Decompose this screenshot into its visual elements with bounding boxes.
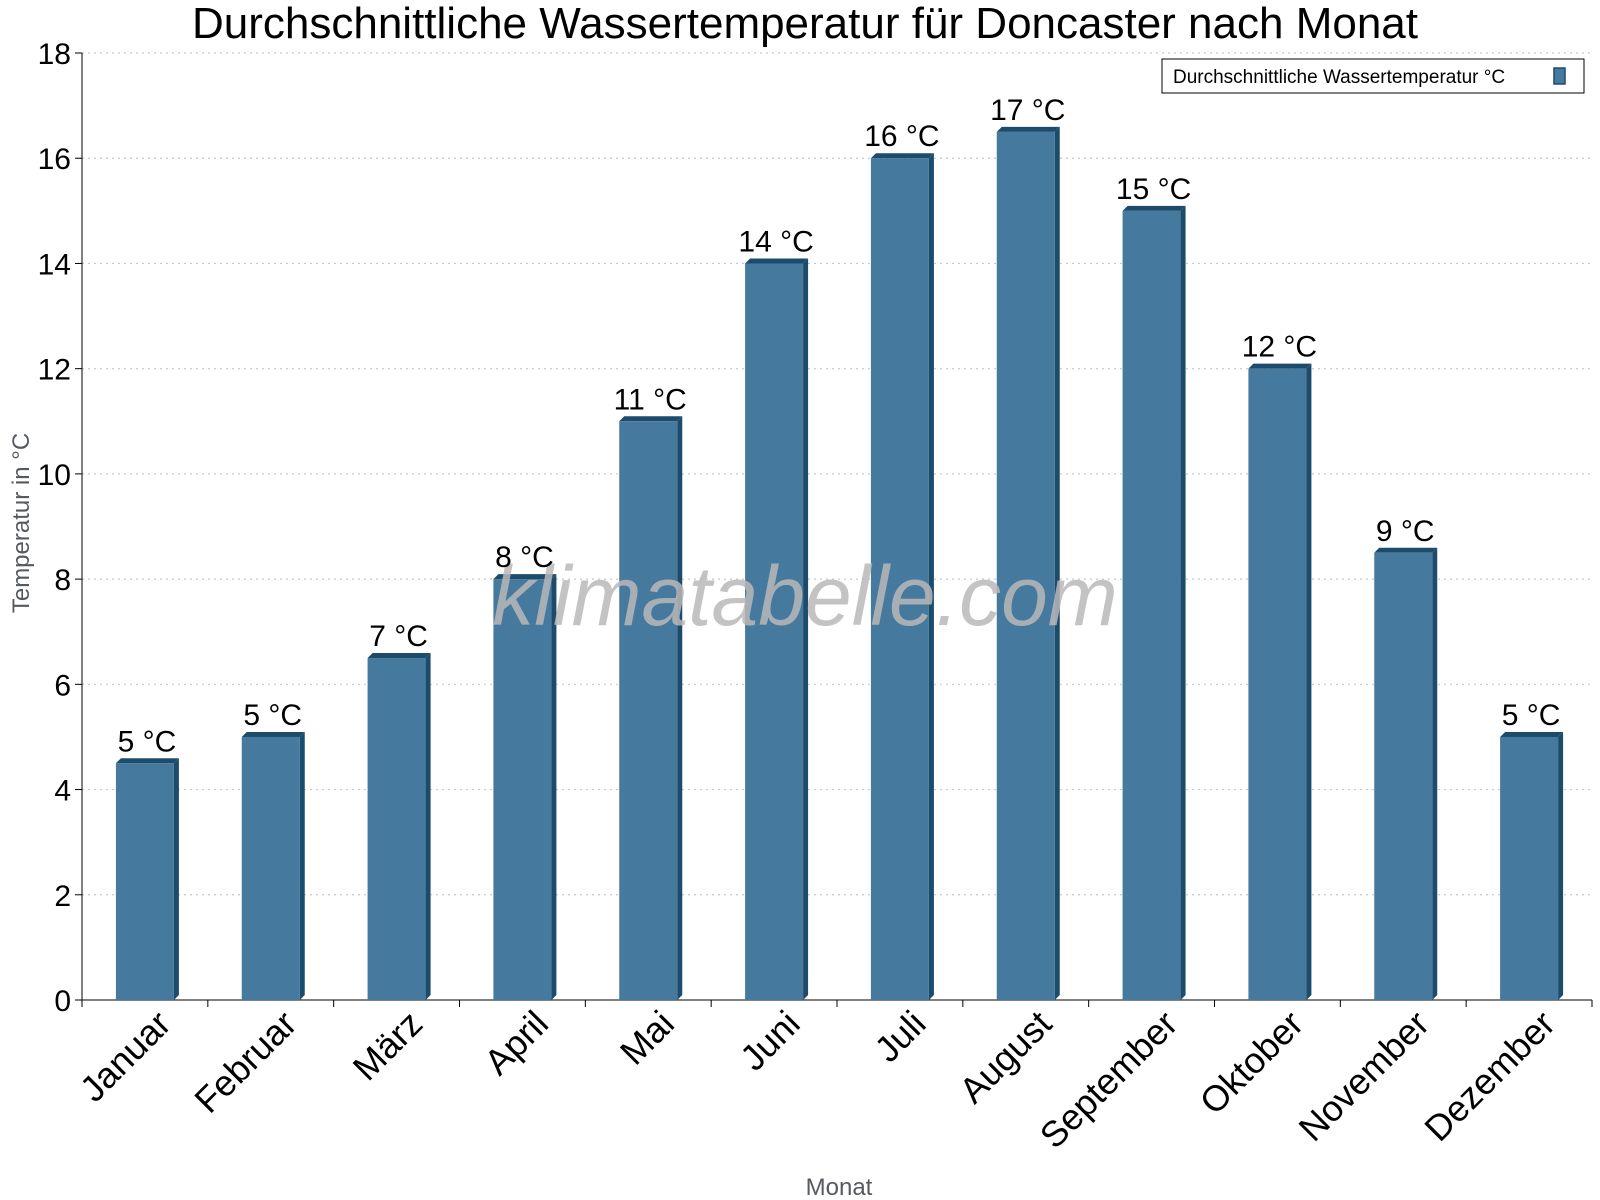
legend-box	[1161, 58, 1585, 94]
bar-top	[1122, 205, 1186, 211]
data-label: 5 °C	[118, 725, 177, 758]
data-label: 11 °C	[614, 383, 687, 416]
bar-märz	[367, 653, 431, 1000]
bar-front	[241, 736, 300, 1000]
bar-august	[996, 126, 1060, 1000]
bar-front	[1122, 210, 1181, 1001]
x-axis-title: Monat	[806, 1174, 873, 1200]
y-tick-label: 14	[38, 248, 71, 281]
watermark: klimatabelle.com	[492, 549, 1118, 643]
data-label: 5 °C	[243, 699, 302, 732]
y-tick-label: 6	[54, 669, 71, 702]
x-tick-label: Mai	[612, 1003, 682, 1073]
bar-top	[367, 653, 431, 659]
bar-side	[299, 731, 305, 1000]
x-axis: Januar Februar März April Mai Juni Juli AugustS…	[72, 999, 1593, 1157]
y-tick-label: 0	[54, 985, 71, 1018]
bar-side	[425, 653, 431, 1000]
bar-front	[1500, 736, 1559, 1000]
legend-swatch	[1553, 67, 1566, 85]
x-tick-label: April	[476, 1003, 556, 1083]
bar-side	[173, 758, 179, 1000]
bar-top	[1500, 731, 1564, 737]
bar-september	[1122, 205, 1186, 1001]
bar-series	[115, 126, 1564, 1001]
bar-januar	[115, 758, 179, 1000]
bar-side	[928, 153, 934, 1000]
bar-dezember	[1500, 731, 1564, 1000]
bar-side	[1432, 547, 1438, 1000]
bar-front	[619, 421, 678, 1000]
bar-front	[115, 763, 174, 1000]
bar-side	[551, 574, 557, 1000]
data-label: 14 °C	[738, 225, 813, 258]
chart-title: Durchschnittliche Wassertemperatur für D…	[192, 0, 1418, 48]
bar-front	[1248, 368, 1307, 1001]
bar-juli	[870, 153, 934, 1000]
y-tick-label: 8	[54, 564, 71, 597]
data-label: 5 °C	[1502, 699, 1561, 732]
bar-top	[1374, 547, 1438, 553]
bar-side	[803, 258, 809, 1000]
bar-top	[745, 258, 809, 264]
legend-label: Durchschnittliche Wassertemperatur °C	[1173, 67, 1505, 88]
data-label: 16 °C	[864, 120, 939, 153]
bar-oktober	[1248, 363, 1312, 1001]
x-tick-label: August	[951, 1003, 1059, 1111]
x-tick-label: Juni	[732, 1003, 808, 1079]
bar-side	[1054, 126, 1060, 1000]
data-label: 9 °C	[1376, 515, 1435, 548]
bar-front	[996, 131, 1055, 1000]
y-tick-label: 16	[38, 143, 71, 176]
bar-front	[745, 263, 804, 1000]
x-tick-label: März	[345, 1003, 431, 1089]
x-tick-label: September	[1032, 1003, 1186, 1157]
x-tick-label: Oktober	[1192, 1003, 1312, 1123]
bar-top	[996, 126, 1060, 132]
data-label: 17 °C	[990, 94, 1065, 127]
bar-top	[870, 153, 934, 159]
bar-top	[1248, 363, 1312, 369]
data-label: 12 °C	[1242, 331, 1317, 364]
grid-lines	[82, 52, 1592, 896]
bar-februar	[241, 731, 305, 1000]
bar-mai	[619, 416, 683, 1000]
bar-side	[1306, 363, 1312, 1001]
bar-juni	[745, 258, 809, 1000]
bar-front	[870, 158, 929, 1000]
y-tick-label: 12	[38, 354, 71, 387]
x-tick-label: Juli	[866, 1003, 933, 1070]
bar-front	[493, 579, 552, 1000]
y-axis: 0 2 4 6 8 10 12 14 16 18	[38, 38, 83, 1018]
x-tick-label: Dezember	[1416, 1003, 1562, 1149]
x-tick-label: Januar	[72, 1003, 179, 1110]
bar-side	[1558, 731, 1564, 1000]
legend: Durchschnittliche Wassertemperatur °C	[1161, 58, 1585, 94]
data-labels: 5 °C 5 °C 7 °C 8 °C 11 °C 14 °C 16 °C 17 °C 15 °…	[118, 94, 1561, 758]
y-axis-title: Temperatur in °C	[8, 433, 35, 613]
bar-side	[677, 416, 683, 1000]
x-tick-label: Februar	[186, 1003, 304, 1121]
y-tick-label: 18	[38, 38, 71, 71]
data-label: 15 °C	[1116, 173, 1191, 206]
bar-top	[493, 574, 557, 580]
bar-top	[241, 731, 305, 737]
y-tick-label: 4	[54, 775, 71, 808]
y-tick-label: 2	[54, 880, 71, 913]
bar-front	[367, 658, 426, 1000]
data-label: 7 °C	[369, 620, 428, 653]
bar-side	[1180, 205, 1186, 1001]
bar-top	[115, 758, 179, 764]
data-label: 8 °C	[495, 541, 554, 574]
y-tick-label: 10	[38, 459, 71, 492]
bar-top	[619, 416, 683, 422]
bar-front	[1374, 552, 1433, 1000]
x-tick-label: November	[1290, 1003, 1436, 1149]
bar-april	[493, 574, 557, 1000]
bar-november	[1374, 547, 1438, 1000]
